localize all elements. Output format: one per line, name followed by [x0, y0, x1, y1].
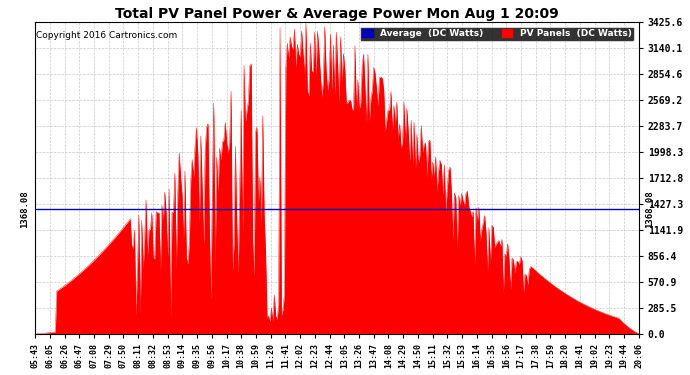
Legend: Average  (DC Watts), PV Panels  (DC Watts): Average (DC Watts), PV Panels (DC Watts) — [359, 27, 634, 41]
Text: 1368.08: 1368.08 — [645, 190, 654, 228]
Text: 1368.08: 1368.08 — [20, 190, 29, 228]
Text: Copyright 2016 Cartronics.com: Copyright 2016 Cartronics.com — [37, 32, 177, 40]
Title: Total PV Panel Power & Average Power Mon Aug 1 20:09: Total PV Panel Power & Average Power Mon… — [115, 7, 559, 21]
